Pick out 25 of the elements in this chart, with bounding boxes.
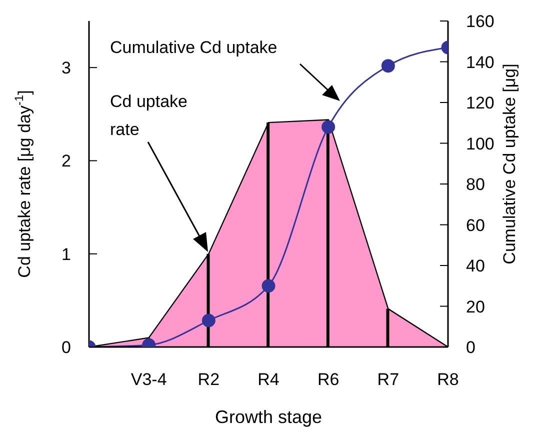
point xyxy=(322,120,336,134)
y-tick-label: 1 xyxy=(62,244,71,264)
x-tick-label: V3-4 xyxy=(130,370,167,390)
y2-tick-label: 20 xyxy=(466,297,485,316)
y2-tick-label: 80 xyxy=(466,175,485,194)
y-tick-label: 2 xyxy=(62,152,71,171)
annotation: Cumulative Cd uptake xyxy=(110,38,278,57)
x-axis-title: Growth stage xyxy=(214,407,322,427)
x-tick-label: R2 xyxy=(198,370,220,390)
y2-tick-label: 0 xyxy=(466,338,476,358)
x-tick-label: R4 xyxy=(258,370,280,390)
y2-tick-label: 160 xyxy=(466,12,494,32)
y2-tick-label: 100 xyxy=(466,134,494,154)
x-tick-label: R8 xyxy=(437,370,459,390)
annotation: Cd uptake rate xyxy=(110,92,188,139)
y2-tick-label: 140 xyxy=(466,52,494,72)
y-tick-label: 0 xyxy=(62,338,71,358)
y2-tick-label: 40 xyxy=(466,256,485,276)
y-tick-label: 3 xyxy=(62,58,71,78)
x-tick-label: R6 xyxy=(317,370,340,390)
y2-axis-title: Cumulative Cd uptake [μg] xyxy=(500,64,519,264)
y2-tick-label: 120 xyxy=(466,94,494,113)
point xyxy=(381,59,395,73)
x-tick-label: R7 xyxy=(377,370,400,390)
y2-tick-label: 60 xyxy=(466,216,485,235)
